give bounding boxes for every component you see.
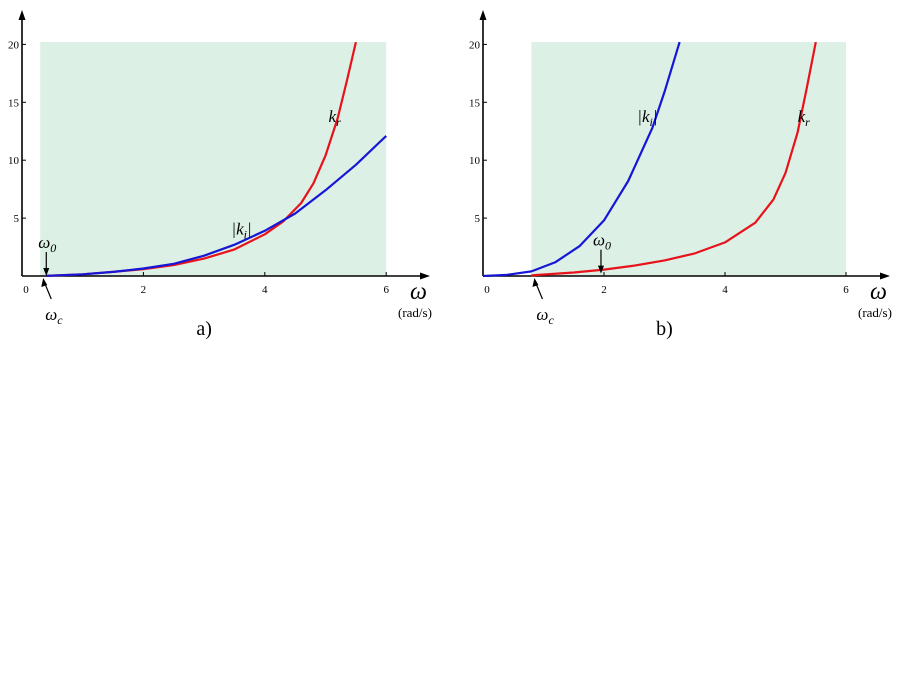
- x-tick-label: 2: [141, 284, 147, 296]
- omega0-arrow-head: [597, 265, 604, 274]
- omegac-label: ωc: [45, 305, 63, 327]
- kr-label: kr: [329, 107, 342, 129]
- x-axis-symbol: ω: [410, 279, 427, 305]
- series-line-ki: [482, 41, 681, 278]
- y-axis-arrow: [479, 10, 487, 20]
- shaded-region: [531, 42, 846, 276]
- y-tick-label: 15: [8, 97, 20, 109]
- series-line-kr: [531, 41, 817, 277]
- omegac-arrow-head: [532, 278, 539, 287]
- x-tick-label: 6: [843, 284, 849, 296]
- chart-panel-a: 0 2 4 6 5 10 15 20 ω0 ωc kr |ki| ω(rad/s) a): [8, 10, 432, 340]
- shaded-region: [40, 42, 387, 276]
- panel-label: b): [656, 318, 673, 340]
- series-line-ki: [46, 135, 387, 277]
- y-tick-label: 20: [469, 39, 481, 51]
- y-axis-arrow: [18, 10, 26, 20]
- panel-label: a): [196, 318, 212, 340]
- x-tick-label: 0: [484, 284, 490, 296]
- omegac-arrow-head: [41, 278, 48, 287]
- x-axis-unit: (rad/s): [858, 305, 892, 320]
- y-tick-label: 10: [8, 155, 20, 167]
- x-axis-symbol: ω: [870, 279, 887, 305]
- omega0-label: ω0: [593, 231, 611, 253]
- kr-label: kr: [798, 107, 811, 129]
- x-tick-label: 6: [383, 284, 389, 296]
- y-tick-label: 20: [8, 39, 20, 51]
- x-tick-label: 2: [601, 284, 607, 296]
- y-tick-label: 5: [14, 213, 20, 225]
- chart-panel-b: 0 2 4 6 5 10 15 20 ω0 ωc kr |ki| ω(rad/s) b): [469, 10, 892, 340]
- y-tick-label: 15: [469, 97, 481, 109]
- ki-label: |ki|: [231, 219, 251, 241]
- y-tick-label: 10: [469, 155, 481, 167]
- x-tick-label: 4: [262, 284, 268, 296]
- omegac-label: ωc: [536, 305, 554, 327]
- ki-label: |ki|: [637, 107, 657, 129]
- omega0-arrow-head: [43, 268, 50, 276]
- x-axis-unit: (rad/s): [398, 305, 432, 320]
- x-axis-arrow: [880, 272, 890, 280]
- omega0-label: ω0: [38, 233, 56, 255]
- x-axis-arrow: [420, 272, 430, 280]
- y-tick-label: 5: [475, 213, 481, 225]
- x-tick-label: 4: [722, 284, 728, 296]
- x-tick-label: 0: [23, 284, 29, 296]
